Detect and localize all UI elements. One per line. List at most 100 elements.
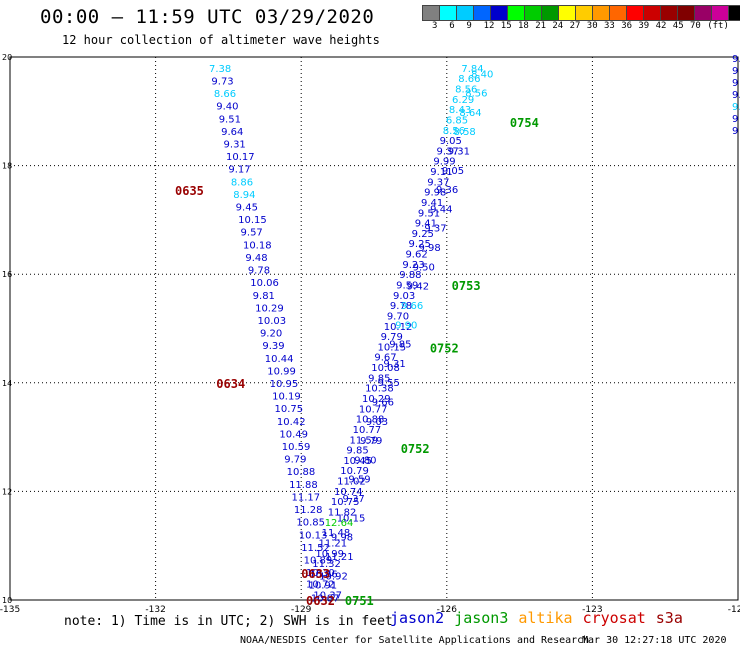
swh-value: 9.40	[216, 102, 238, 113]
swh-value: 9.57	[241, 228, 263, 239]
swh-value: 11.88	[289, 480, 318, 491]
swh-value: 9.99	[433, 157, 455, 168]
swh-value: 9.73	[211, 76, 233, 87]
swh-value: 8.64	[459, 108, 481, 119]
swh-value: 9.88	[399, 270, 421, 281]
legend-label: 42	[655, 21, 667, 31]
swh-value: 9.62	[405, 250, 427, 261]
swh-value: 9.78	[390, 301, 412, 312]
swh-value: 9.05	[440, 136, 462, 147]
swh-value: 10.92	[319, 571, 348, 582]
edge-swh-value: 9.	[732, 102, 740, 113]
swh-value: 10.49	[279, 429, 308, 440]
swh-value: 9.41	[415, 219, 437, 230]
satellite-altika: altika	[518, 609, 573, 627]
legend-label: 27	[569, 21, 581, 31]
swh-value: 9.50	[413, 262, 435, 273]
swh-value: 8.58	[454, 127, 476, 138]
swh-value: 11.17	[291, 492, 320, 503]
swh-value: 11.28	[294, 505, 323, 516]
legend-label: 33	[604, 21, 615, 31]
swh-value: 10.95	[270, 379, 299, 390]
swh-value: 9.36	[436, 185, 458, 196]
y-tick-label: 10	[2, 596, 12, 605]
swh-value: 9.51	[219, 114, 241, 125]
footer-credit: NOAA/NESDIS Center for Satellite Applica…	[240, 635, 590, 646]
swh-value: 10.13	[299, 530, 328, 541]
satellite-cryosat: cryosat	[582, 609, 646, 627]
legend-label: 39	[638, 21, 650, 31]
y-tick-label: 20	[2, 53, 12, 62]
swh-value: 9.37	[427, 177, 449, 188]
swh-value: 12.64	[325, 518, 354, 529]
swh-value: 10.88	[287, 467, 316, 478]
swh-value: 10.89	[304, 555, 333, 566]
swh-value: 9.55	[378, 378, 400, 389]
swh-value: 11.02	[337, 477, 366, 488]
swh-value: 11.32	[312, 559, 341, 570]
swh-value: 8.56	[455, 84, 477, 95]
pass-label: 0635	[175, 184, 204, 198]
swh-value: 9.42	[407, 282, 429, 293]
swh-value: 8.94	[233, 190, 255, 201]
swh-value: 10.29	[255, 303, 284, 314]
swh-value: 6.85	[446, 115, 468, 126]
legend-label: 6	[449, 21, 455, 31]
edge-swh-value: 9	[732, 78, 738, 89]
swh-value: 9.98	[418, 243, 440, 254]
swh-value: 7.38	[209, 64, 231, 75]
swh-value: 10.45	[343, 456, 372, 467]
swh-value: 10.29	[362, 394, 391, 405]
legend-label: 24	[552, 21, 564, 31]
satellite-jason3: jason3	[454, 609, 509, 627]
swh-value: 9.11	[430, 167, 452, 178]
page-title: 00:00 – 11:59 UTC 03/29/2020	[40, 6, 375, 28]
legend-label: 9	[466, 21, 472, 31]
x-tick-label: -123	[582, 605, 602, 615]
satellite-legend: jason2 jason3 altika cryosat s3a	[390, 609, 693, 627]
swh-value: 10.77	[359, 404, 388, 415]
swh-value: 9.98	[331, 533, 353, 544]
swh-value: 9.90	[395, 320, 417, 331]
swh-value: 11.21	[325, 552, 354, 563]
pass-label: 0752	[430, 342, 459, 356]
swh-value: 10.19	[272, 392, 301, 403]
swh-value: 9.85	[389, 340, 411, 351]
swh-value: 8.56	[443, 126, 465, 137]
swh-value: 10.85	[296, 518, 325, 529]
swh-value: 10.18	[243, 240, 272, 251]
swh-value: 9.03	[366, 417, 388, 428]
y-tick-label: 12	[2, 487, 12, 496]
swh-value: 10.91	[308, 581, 337, 592]
swh-value: 10.79	[340, 466, 369, 477]
edge-swh-value: 9	[732, 126, 738, 137]
swh-value: 9.59	[396, 281, 418, 292]
swh-value: 9.37	[343, 494, 365, 505]
swh-value: 10.08	[371, 363, 400, 374]
x-tick-label: -135	[0, 605, 20, 615]
swh-value: 10.06	[250, 278, 279, 289]
swh-value: 8.66	[214, 89, 236, 100]
swh-value: 9.80	[354, 455, 376, 466]
swh-value: 10.86	[309, 569, 338, 580]
swh-value: 9.48	[245, 253, 267, 264]
edge-swh-value: 9.	[732, 54, 740, 65]
swh-value: 10.87	[311, 593, 340, 604]
satellite-jason2: jason2	[390, 609, 445, 627]
swh-value: 11.21	[318, 538, 347, 549]
legend-label: 70	[690, 21, 701, 31]
swh-value: 9.70	[387, 311, 409, 322]
edge-swh-value: 9.	[732, 90, 740, 101]
swh-value: 9.31	[383, 359, 405, 370]
legend-label: 36	[621, 21, 633, 31]
swh-value: 8.56	[465, 89, 487, 100]
swh-value: 9.59	[348, 475, 370, 486]
swh-value: 9.37	[424, 224, 446, 235]
legend-label: 3	[432, 21, 438, 31]
swh-value: 9.81	[253, 291, 275, 302]
swh-value: 9.45	[236, 203, 258, 214]
swh-value: 10.15	[238, 215, 267, 226]
page-subtitle: 12 hour collection of altimeter wave hei…	[62, 33, 380, 47]
swh-value: 11.48	[322, 528, 351, 539]
